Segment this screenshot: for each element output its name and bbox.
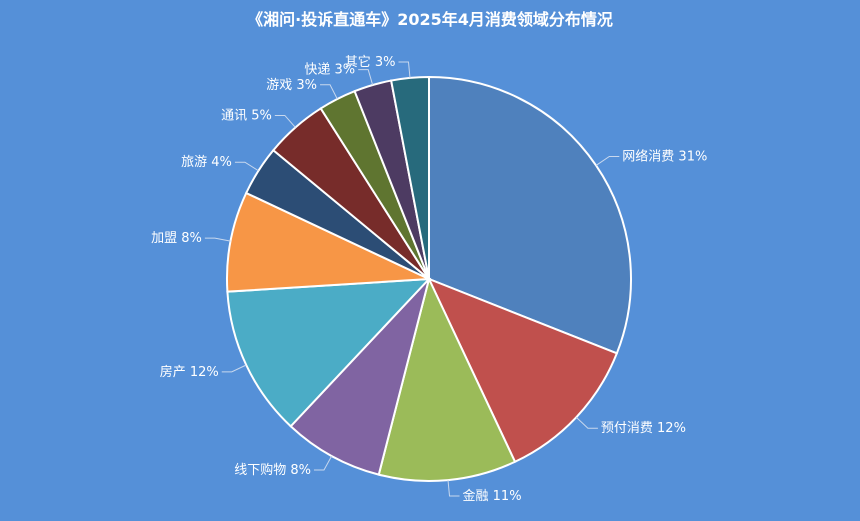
leader-line-7 (274, 114, 296, 128)
slice-label-8: 游戏 3% (266, 78, 317, 93)
pie-slice-3 (289, 278, 430, 476)
leader-line-8 (320, 84, 338, 100)
slice-label-10: 其它 3% (345, 54, 396, 70)
slice-label-9: 快递 3% (304, 63, 355, 78)
leader-line-2 (447, 480, 460, 497)
slice-label-4: 房产 12% (160, 364, 219, 380)
slice-label-3: 线下购物 8% (234, 462, 311, 478)
leader-line-5 (204, 237, 231, 242)
slice-label-5: 加盟 8% (151, 231, 202, 246)
slice-label-1: 预付消费 12% (601, 421, 686, 436)
slice-label-2: 金融 11% (463, 488, 522, 504)
slice-label-6: 旅游 4% (181, 155, 232, 170)
chart-title: 《湘问·投诉直通车》2025年4月消费领域分布情况 (247, 10, 613, 29)
leader-line-4 (221, 364, 247, 373)
pie-slice-5 (226, 191, 430, 293)
pie-slice-1 (427, 277, 619, 464)
pie-slice-2 (377, 276, 517, 482)
leader-line-9 (358, 69, 374, 86)
slice-label-7: 通讯 5% (221, 108, 272, 123)
pie-slice-10 (389, 75, 430, 280)
leader-line-0 (595, 155, 620, 166)
leader-line-3 (313, 455, 333, 471)
slice-label-0: 网络消费 31% (622, 148, 707, 164)
leader-line-10 (398, 61, 411, 78)
leader-line-1 (575, 416, 598, 429)
pie-slice-4 (226, 277, 432, 428)
leader-line-6 (234, 161, 259, 172)
